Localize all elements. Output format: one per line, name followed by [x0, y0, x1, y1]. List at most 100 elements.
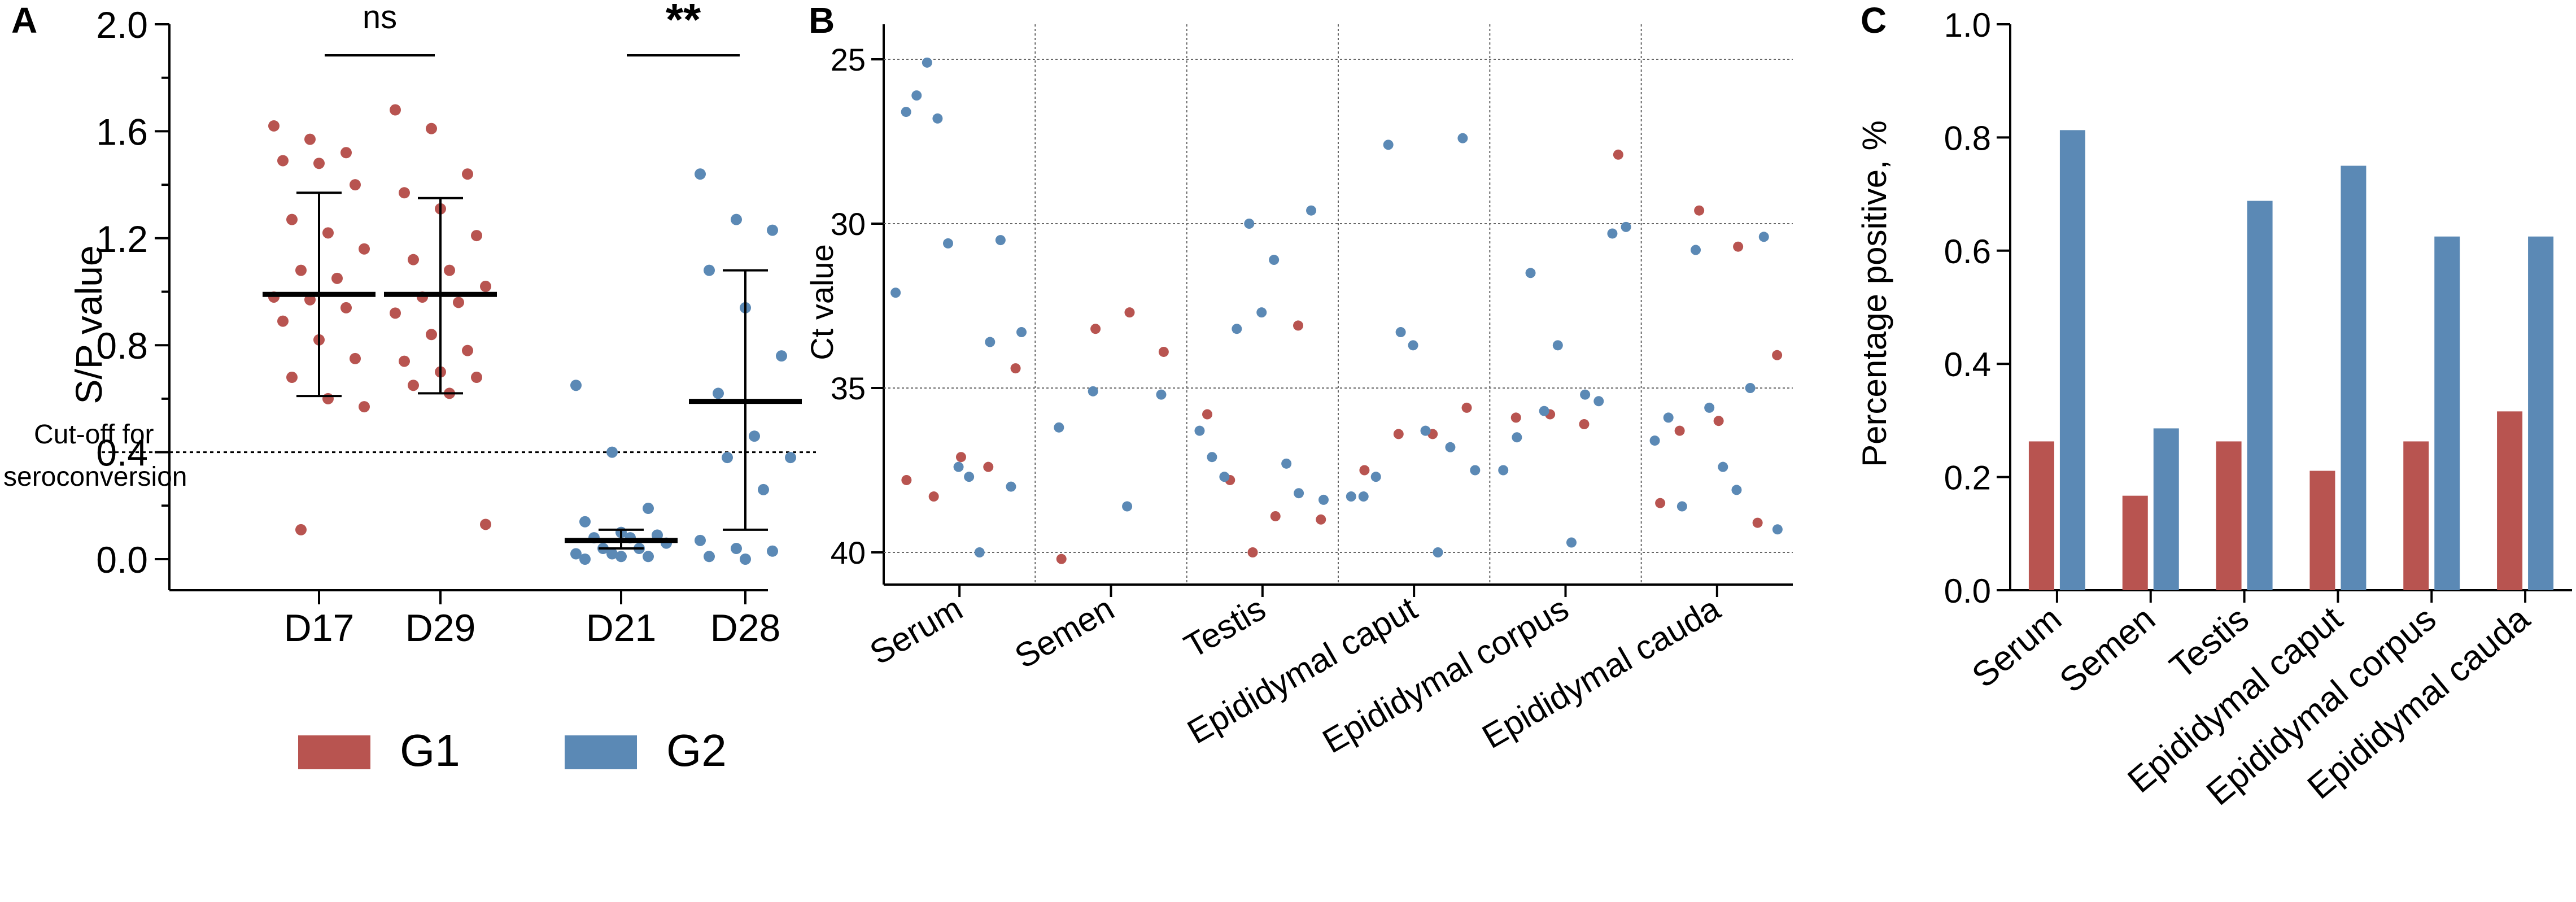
- panel-b-point: [1194, 425, 1205, 436]
- panel-c-bar: [2153, 428, 2179, 590]
- panel-a-point: [722, 452, 733, 464]
- panel-b-point: [1293, 320, 1304, 331]
- panel-b-point: [942, 238, 953, 249]
- panel-b-point: [1359, 465, 1370, 476]
- panel-b-point: [1207, 452, 1217, 463]
- panel-a-point: [606, 548, 618, 560]
- panel-b-point: [1649, 435, 1660, 446]
- panel-a-point: [277, 155, 289, 167]
- panel-b-point: [1552, 340, 1563, 351]
- panel-b-point: [911, 90, 922, 101]
- panel-a-point: [340, 302, 352, 313]
- panel-b-point: [890, 287, 901, 298]
- panel-b-point: [1054, 422, 1064, 433]
- panel-c-bar: [2059, 130, 2085, 590]
- panel-b-point: [1674, 425, 1685, 436]
- panel-c-bar: [2028, 441, 2054, 590]
- panel-b-point: [932, 113, 943, 124]
- panel-b-point: [1016, 327, 1027, 338]
- panel-a-point: [359, 243, 370, 255]
- panel-c-xtick-label: Serum: [1965, 599, 2069, 695]
- panel-b-ytick-label: 30: [831, 206, 866, 242]
- panel-a-xtick-label: D28: [710, 607, 781, 650]
- panel-b-point: [1566, 537, 1577, 548]
- legend: G1 G2: [298, 725, 727, 775]
- panel-a-point: [295, 524, 307, 535]
- panel-b-point: [1745, 383, 1756, 393]
- panel-b-point: [985, 337, 996, 347]
- panel-a-xtick-label: D29: [405, 607, 476, 650]
- panel-b-point: [1393, 429, 1404, 439]
- panel-a-point: [295, 264, 307, 276]
- panel-b-ytick-label: 25: [831, 42, 866, 77]
- panel-b-point: [1445, 442, 1456, 452]
- panel-a-point: [313, 158, 325, 169]
- panel-a-point: [408, 380, 419, 391]
- panel-a-ylabel: S/P value: [68, 245, 110, 404]
- panel-c-ytick-label: 0.2: [1944, 459, 1991, 497]
- panel-b-point: [901, 107, 911, 117]
- panel-b-point: [1281, 458, 1292, 469]
- panel-b-xtick-label: Epididymal corpus: [1316, 589, 1575, 760]
- panel-b-point: [1718, 461, 1728, 472]
- panel-b-point: [1316, 514, 1326, 525]
- significance-label: **: [666, 0, 701, 45]
- panel-a-point: [322, 227, 334, 239]
- panel-b-point: [1512, 432, 1522, 443]
- panel-b-point: [1731, 485, 1742, 495]
- panel-b-point: [1370, 472, 1381, 482]
- panel-b-point: [953, 461, 964, 472]
- panel-b-point: [1244, 219, 1255, 229]
- panel-b-point: [1579, 419, 1590, 430]
- panel-b-point: [1318, 494, 1329, 505]
- panel-b-point: [1655, 498, 1666, 508]
- panel-a-point: [331, 272, 343, 284]
- panel-c-bar: [2341, 165, 2367, 590]
- panel-b-ytick-label: 40: [831, 535, 866, 570]
- panel-a-point: [350, 179, 361, 191]
- panel-a-point: [615, 551, 627, 563]
- panel-a-point: [462, 345, 473, 356]
- panel-b-point: [1346, 491, 1356, 502]
- panel-b-point: [1510, 412, 1521, 423]
- panel-b-letter: B: [809, 0, 835, 41]
- panel-b-point: [995, 235, 1006, 246]
- panel-a-point: [322, 393, 334, 404]
- panel-a-point: [480, 518, 491, 530]
- panel-c-chart: Percentage positive, % 0.0 0.2 0.4 0.6 0.8 1.…: [1855, 6, 2572, 813]
- panel-a-point: [304, 133, 316, 145]
- panel-c-ytick-label: 0.4: [1944, 346, 1991, 384]
- panel-b-point: [1433, 547, 1443, 557]
- panel-b-point: [1733, 241, 1744, 252]
- panel-b-point: [1270, 511, 1281, 521]
- panel-a-point: [767, 224, 778, 236]
- panel-c-bar: [2309, 470, 2335, 590]
- panel-b-point: [1676, 501, 1687, 512]
- panel-a-point: [390, 104, 401, 116]
- panel-b-point: [1758, 232, 1769, 242]
- panel-a-chart: S/P value Cut-off for seroconversion 0.0…: [3, 0, 816, 650]
- panel-c-ytick-label: 0.8: [1944, 119, 1991, 157]
- panel-b-point: [1395, 327, 1406, 338]
- panel-a-point: [643, 551, 654, 563]
- panel-a-point: [480, 281, 491, 293]
- panel-c-bar: [2528, 236, 2554, 590]
- panel-a-point: [731, 213, 742, 225]
- panel-a-point: [399, 355, 410, 367]
- panel-b-point: [1256, 307, 1267, 318]
- panel-b-point: [1358, 491, 1369, 502]
- panel-b-point: [1613, 149, 1623, 160]
- panel-a-point: [426, 329, 437, 341]
- cutoff-label-line1: Cut-off for: [34, 420, 154, 450]
- panel-b-point: [1124, 307, 1135, 318]
- panel-b-point: [1306, 205, 1317, 216]
- panel-a-ytick-label: 1.2: [96, 218, 148, 260]
- panel-b-point: [1580, 389, 1591, 400]
- panel-c-ylabel: Percentage positive, %: [1855, 120, 1893, 467]
- panel-a-point: [350, 352, 361, 364]
- panel-c-bar: [2434, 236, 2460, 590]
- panel-b-point: [1539, 406, 1549, 416]
- panel-c-ytick-label: 0.6: [1944, 233, 1991, 271]
- panel-a-point: [731, 543, 742, 555]
- panel-b-point: [1269, 255, 1280, 265]
